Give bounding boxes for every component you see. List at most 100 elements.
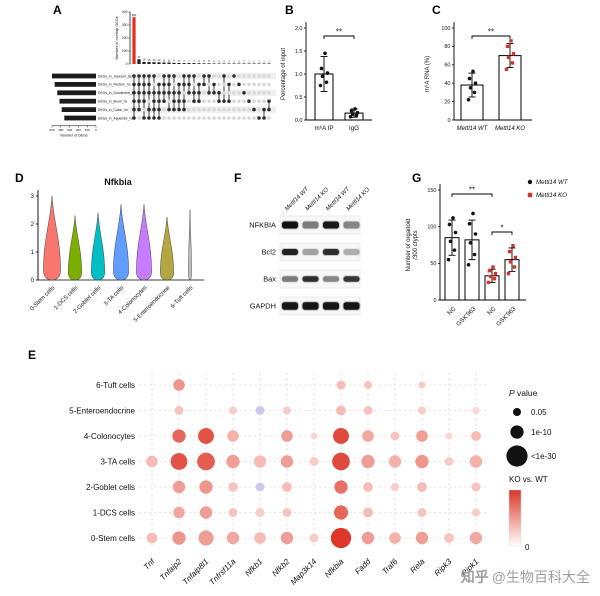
svg-text:Tnfaip8l1: Tnfaip8l1 [181, 557, 211, 587]
svg-text:4: 4 [218, 59, 220, 63]
svg-text:Number of overlap DEGs: Number of overlap DEGs [114, 16, 119, 60]
svg-text:9: 9 [173, 59, 175, 63]
svg-text:4: 4 [213, 59, 215, 63]
svg-text:DEGs_in_Rectum_hs: DEGs_in_Rectum_hs [98, 83, 131, 87]
svg-text:3-TA cells: 3-TA cells [100, 457, 135, 466]
svg-text:37: 37 [138, 55, 141, 59]
svg-text:1-DCS cells: 1-DCS cells [93, 508, 135, 517]
svg-text:5-Enteroendocrine: 5-Enteroendocrine [69, 406, 135, 415]
svg-text:0: 0 [95, 128, 97, 132]
svg-text:0: 0 [126, 62, 128, 66]
svg-text:0-Stem cells: 0-Stem cells [29, 285, 56, 312]
svg-text:16: 16 [143, 58, 146, 62]
svg-text:15: 15 [148, 58, 151, 62]
svg-text:40: 40 [444, 81, 450, 87]
svg-text:Bax: Bax [263, 275, 276, 284]
svg-text:Tnf: Tnf [142, 557, 157, 572]
svg-text:6: 6 [198, 59, 200, 63]
svg-text:1e-10: 1e-10 [531, 428, 552, 437]
svg-text:Fadd: Fadd [353, 557, 373, 577]
svg-text:<1e-30: <1e-30 [531, 452, 557, 461]
svg-text:100: 100 [441, 26, 450, 32]
svg-text:**: ** [469, 186, 475, 195]
svg-text:DEGs_in_Appendix_hs: DEGs_in_Appendix_hs [98, 116, 133, 120]
svg-text:360: 360 [132, 13, 137, 17]
svg-text:GSK'963: GSK'963 [495, 305, 518, 328]
svg-text:1: 1 [268, 59, 270, 63]
svg-text:13: 13 [158, 58, 161, 62]
panel-label-a: A [53, 3, 62, 17]
svg-text:300: 300 [122, 23, 128, 27]
svg-text:200: 200 [76, 128, 81, 132]
watermark-handle: @生物百科大全 [491, 569, 590, 585]
svg-text:0: 0 [447, 118, 450, 124]
svg-text:IgG: IgG [349, 125, 359, 132]
svg-text:DEGs_in_Jejunum_hs: DEGs_in_Jejunum_hs [98, 74, 132, 78]
watermark-brand: 知乎 [460, 569, 489, 585]
svg-text:400: 400 [58, 128, 63, 132]
svg-text:100: 100 [122, 49, 128, 53]
svg-text:1: 1 [253, 59, 255, 63]
svg-text:GSK'963: GSK'963 [455, 305, 478, 328]
panel-label-g: G [412, 171, 422, 185]
svg-text:0: 0 [433, 298, 436, 304]
svg-text:3-TA cells: 3-TA cells [103, 285, 125, 307]
svg-text:2-Goblet cells: 2-Goblet cells [86, 483, 135, 492]
svg-text:500: 500 [49, 128, 54, 132]
svg-text:Number of DEGs: Number of DEGs [60, 133, 88, 137]
svg-text:2: 2 [243, 59, 245, 63]
panel-b-bar-chart: 0.0 0.5 1.0 1.5 2.0 Percentage of input ** m⁶A … [281, 22, 372, 132]
svg-text:100: 100 [427, 224, 436, 230]
svg-text:Nfkb1: Nfkb1 [243, 557, 264, 578]
svg-text:3: 3 [31, 194, 35, 200]
svg-text:400: 400 [122, 10, 128, 14]
svg-text:200: 200 [122, 36, 128, 40]
svg-text:20: 20 [444, 99, 450, 105]
panel-label-b: B [285, 3, 294, 17]
svg-text:0: 0 [31, 278, 35, 284]
svg-text:50: 50 [430, 261, 436, 267]
panel-label-c: C [432, 3, 441, 17]
svg-text:DEGs_in_Duodenum_hs: DEGs_in_Duodenum_hs [98, 91, 136, 95]
svg-text:300: 300 [67, 128, 72, 132]
svg-text:1: 1 [263, 59, 265, 63]
svg-text:Tnfrsf11a: Tnfrsf11a [208, 557, 238, 587]
svg-text:NC: NC [486, 305, 498, 317]
svg-text:Percentage of input: Percentage of input [281, 48, 287, 100]
panel-label-d: D [15, 171, 24, 185]
svg-text:*: * [500, 224, 503, 233]
svg-text:/300 crypts: /300 crypts [413, 230, 419, 259]
svg-text:0.0: 0.0 [295, 118, 303, 124]
svg-text:7: 7 [193, 59, 195, 63]
svg-text:**: ** [336, 28, 342, 37]
svg-text:0: 0 [525, 543, 530, 552]
svg-text:0.5: 0.5 [295, 95, 303, 101]
svg-text:11: 11 [163, 58, 166, 62]
svg-text:11: 11 [168, 58, 171, 62]
svg-text:2: 2 [233, 59, 235, 63]
svg-text:0.05: 0.05 [531, 408, 547, 417]
panel-label-e: E [28, 348, 37, 362]
svg-text:Nfkb2: Nfkb2 [270, 557, 292, 579]
svg-text:8: 8 [178, 59, 180, 63]
svg-text:Traf6: Traf6 [380, 557, 400, 577]
svg-text:1: 1 [31, 250, 35, 256]
svg-text:150: 150 [427, 188, 436, 194]
svg-text:NFKBIA: NFKBIA [249, 221, 276, 230]
svg-text:1.0: 1.0 [295, 72, 303, 78]
svg-text:1.5: 1.5 [295, 49, 303, 55]
svg-text:NC: NC [446, 305, 458, 317]
svg-text:14: 14 [153, 58, 156, 62]
svg-text:Mettl14 KO: Mettl14 KO [495, 126, 525, 132]
svg-text:P value: P value [509, 388, 538, 398]
svg-text:Nfkbia: Nfkbia [323, 557, 346, 580]
svg-text:DEGs_in_Colon_hs: DEGs_in_Colon_hs [98, 108, 128, 112]
svg-text:1: 1 [248, 59, 250, 63]
svg-text:3: 3 [228, 59, 230, 63]
svg-text:100: 100 [85, 128, 90, 132]
svg-text:Bcl2: Bcl2 [262, 248, 276, 257]
svg-text:1: 1 [258, 59, 260, 63]
